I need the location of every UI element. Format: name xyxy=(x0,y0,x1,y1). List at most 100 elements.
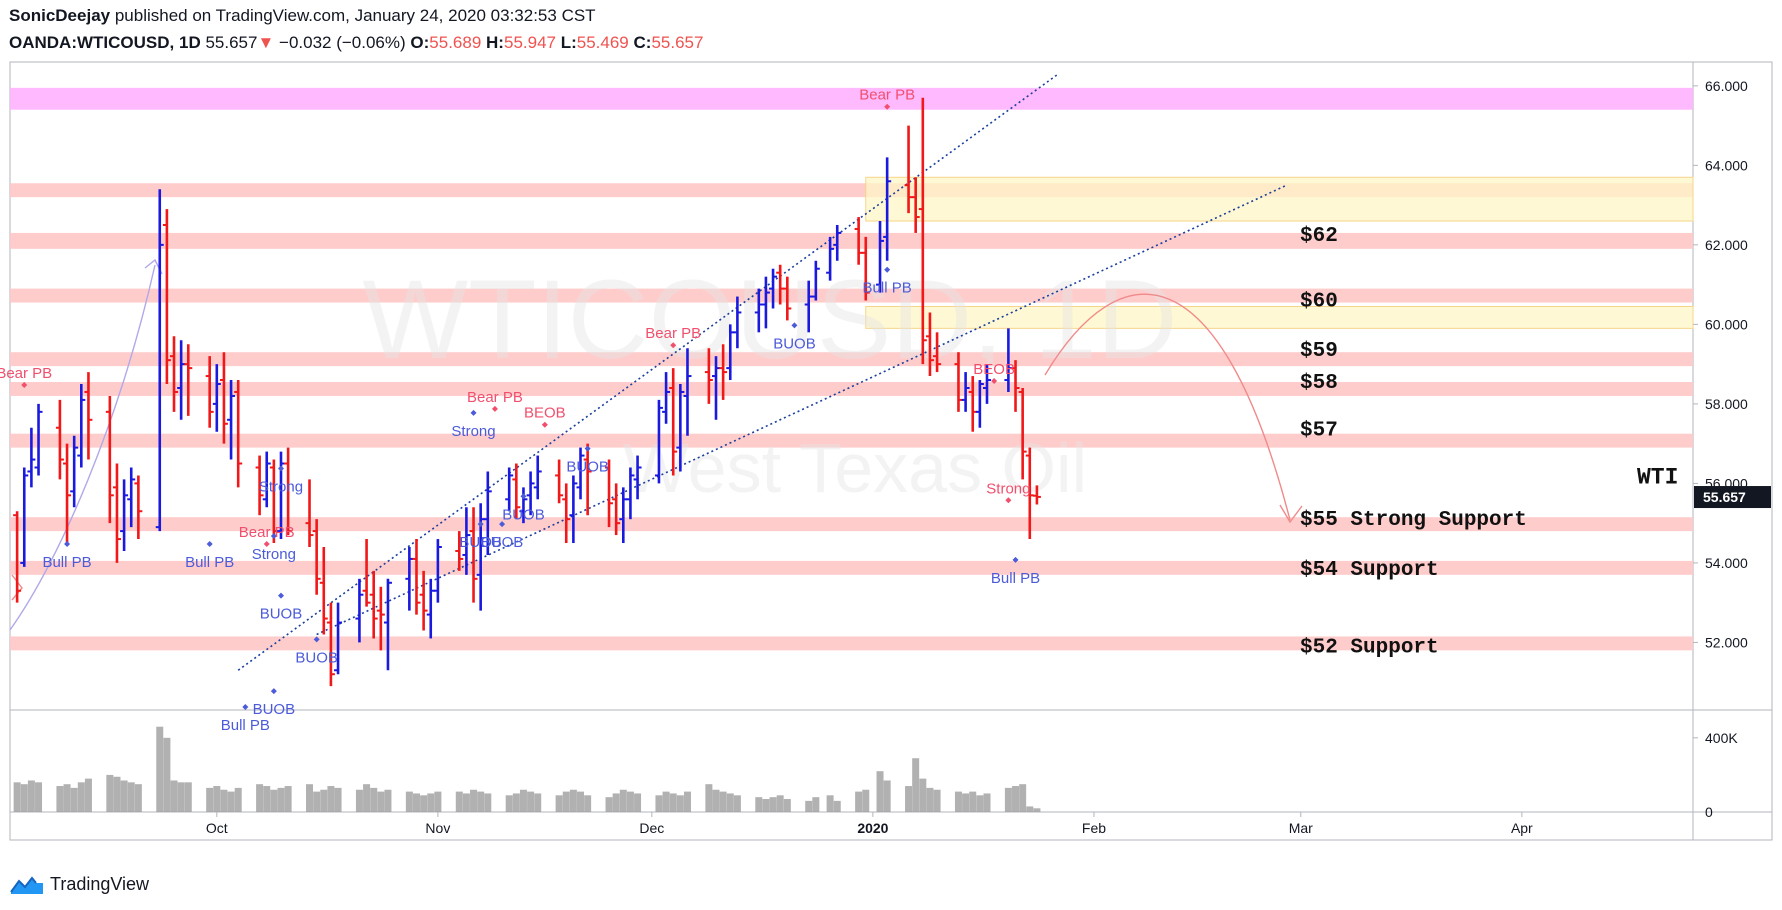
signal-marker-icon xyxy=(491,405,498,412)
signal-marker-icon xyxy=(584,445,591,452)
volume-bar xyxy=(577,791,585,812)
signal-marker-icon xyxy=(64,541,71,548)
open-label: O: xyxy=(410,33,430,52)
trendline xyxy=(237,73,1059,671)
signal-label: BUOB xyxy=(773,335,816,352)
time-tick-label: Mar xyxy=(1289,820,1313,836)
volume-bar xyxy=(776,795,784,812)
volume-bar xyxy=(284,786,292,812)
publish-date: published on TradingView.com, January 24… xyxy=(114,6,596,25)
signal-marker-icon xyxy=(1005,497,1012,504)
volume-bar xyxy=(170,780,178,812)
volume-bar xyxy=(954,791,962,812)
price-zone xyxy=(10,382,1693,396)
volume-bar xyxy=(762,799,770,812)
last-price: 55.657 xyxy=(205,33,258,52)
volume-bar xyxy=(833,800,841,812)
volume-bar xyxy=(313,791,321,812)
signal-label: Strong xyxy=(259,478,303,495)
time-tick-label: Dec xyxy=(639,820,664,836)
last-price-label: 55.657 xyxy=(1703,489,1746,505)
volume-bar xyxy=(420,795,428,812)
volume-bar xyxy=(384,789,392,812)
signal-label: Bear PB xyxy=(0,365,52,382)
volume-bar xyxy=(919,778,927,812)
volume-bar xyxy=(976,795,984,812)
signal-label: BUOB xyxy=(481,534,524,551)
watermark-description: West Texas Oil xyxy=(623,429,1087,507)
volume-bar xyxy=(905,786,913,812)
volume-bar xyxy=(726,793,734,812)
arrow-head-icon xyxy=(1279,504,1303,524)
volume-bar xyxy=(1004,787,1012,812)
volume-bar xyxy=(584,795,592,812)
volume-bar xyxy=(405,791,413,812)
signal-marker-icon xyxy=(277,592,284,599)
volume-bar xyxy=(962,793,970,812)
volume-bar xyxy=(883,780,891,812)
price-zone xyxy=(10,87,1693,110)
volume-bar xyxy=(505,795,513,812)
volume-bar xyxy=(719,791,727,812)
author-name[interactable]: SonicDeejay xyxy=(9,6,111,25)
volume-bar xyxy=(363,784,371,812)
price-zone xyxy=(10,433,1693,448)
signal-label: BEOB xyxy=(973,361,1015,378)
signal-label: BEOB xyxy=(524,405,566,422)
volume-bar xyxy=(626,791,634,812)
signal-label: Strong xyxy=(252,546,296,563)
level-label: $60 xyxy=(1300,290,1338,313)
volume-bar xyxy=(655,795,663,812)
price-zone xyxy=(10,232,1693,249)
volume-bar xyxy=(1012,786,1020,812)
volume-bar xyxy=(134,784,142,812)
volume-bar xyxy=(484,793,492,812)
volume-bar xyxy=(1033,808,1041,812)
signal-label: Bull PB xyxy=(863,280,912,297)
volume-bar xyxy=(755,797,763,812)
signal-marker-icon xyxy=(520,493,527,500)
symbol-title: OANDA:WTICOUSD, 1D xyxy=(9,33,201,52)
volume-bar xyxy=(327,786,335,812)
volume-bar xyxy=(213,786,221,812)
price-tick-label: 54.000 xyxy=(1705,555,1748,571)
volume-bar xyxy=(512,793,520,812)
volume-bar xyxy=(234,787,242,812)
watermark-symbol: WTICOUSD, 1D xyxy=(362,257,1177,382)
volume-bar xyxy=(826,795,834,812)
volume-bar xyxy=(70,787,78,812)
down-arrow-icon: ▼ xyxy=(257,33,275,52)
high-label: H: xyxy=(486,33,504,52)
signal-marker-icon xyxy=(21,381,28,388)
volume-bar xyxy=(812,797,820,812)
volume-bar xyxy=(106,774,114,812)
tradingview-footer[interactable]: TradingView xyxy=(10,874,149,895)
tradingview-brand: TradingView xyxy=(50,874,150,894)
volume-tick-label: 0 xyxy=(1705,804,1713,820)
last-price-tag xyxy=(1694,486,1771,509)
volume-bar xyxy=(434,791,442,812)
signal-label: Bull PB xyxy=(42,554,91,571)
volume-bar xyxy=(534,793,542,812)
signal-label: BUOB xyxy=(502,506,545,523)
volume-bar xyxy=(256,784,264,812)
close-label: C: xyxy=(633,33,652,52)
signal-marker-icon xyxy=(277,465,284,472)
chart-frame xyxy=(9,61,1773,841)
volume-bar xyxy=(113,776,121,812)
volume-bar xyxy=(612,793,620,812)
volume-bar xyxy=(320,789,328,812)
high-value: 55.947 xyxy=(503,33,556,52)
volume-bar xyxy=(84,778,92,812)
signal-label: BUOB xyxy=(260,606,303,623)
signal-label: Bear PB xyxy=(467,389,523,406)
volume-bar xyxy=(334,787,342,812)
volume-bar xyxy=(619,789,627,812)
signal-marker-icon xyxy=(1012,556,1019,563)
volume-bar xyxy=(20,784,28,812)
signal-label: BUOB xyxy=(566,459,609,476)
level-label: $55 Strong Support xyxy=(1300,509,1527,532)
signal-marker-icon xyxy=(991,378,998,385)
time-tick-label: Feb xyxy=(1082,820,1106,836)
